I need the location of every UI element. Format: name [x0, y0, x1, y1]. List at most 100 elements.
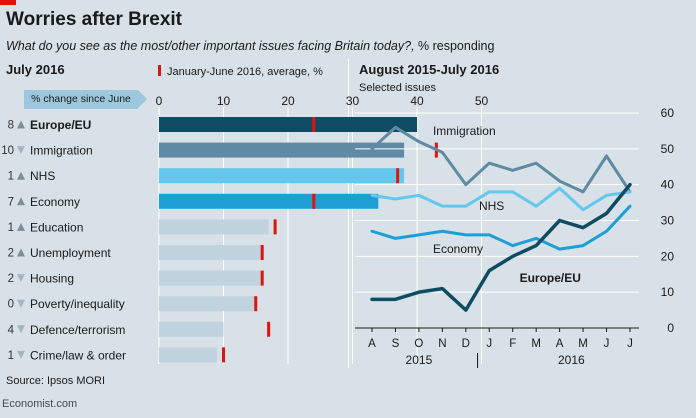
change-since-june-badge: % change since June [24, 90, 147, 109]
panel-divider [348, 59, 349, 368]
month-tick-label: N [438, 338, 446, 350]
bar-poverty-inequality [159, 296, 256, 312]
month-tick-label: M [578, 338, 588, 350]
change-value-nhs: 1 [8, 171, 14, 183]
change-value-economy: 7 [8, 196, 14, 208]
change-value-unemployment: 2 [8, 248, 14, 260]
triangle-up-icon-nhs [17, 171, 25, 180]
line-y-tick-label: 10 [661, 285, 675, 299]
chart-title: Worries after Brexit [6, 9, 182, 30]
triangle-up-icon-europe-eu [17, 120, 25, 129]
average-marker-education [273, 219, 277, 235]
change-value-crime-law-order: 1 [8, 350, 14, 362]
line-series-economy [370, 204, 632, 251]
month-tick-label: D [462, 338, 470, 350]
bar-defence-terrorism [159, 321, 224, 337]
category-label-crime-law-order: Crime/law & order [30, 348, 126, 362]
average-marker-housing [260, 270, 264, 286]
line-series-nhs [370, 186, 632, 212]
bar-x-tick-label: 40 [410, 94, 424, 108]
triangle-down-icon-crime-law-order [17, 350, 25, 359]
category-label-housing: Housing [30, 272, 74, 286]
series-label-nhs: NHS [479, 199, 504, 213]
average-marker-unemployment [260, 245, 264, 260]
bar-europe-eu [159, 117, 417, 132]
change-value-europe-eu: 8 [8, 120, 14, 132]
average-marker-economy [312, 193, 316, 209]
bar-panel-title: July 2016 [6, 62, 65, 77]
change-value-immigration: 10 [1, 145, 14, 157]
bar-housing [159, 270, 263, 286]
average-legend-label: January-June 2016, average, % [167, 66, 323, 78]
triangle-up-icon-unemployment [17, 248, 25, 257]
bar-economy [159, 193, 379, 209]
source-note: Source: Ipsos MORI [6, 375, 106, 387]
average-legend-marker [158, 65, 161, 76]
bar-x-tick-label: 30 [346, 94, 360, 108]
category-label-defence-terrorism: Defence/terrorism [30, 323, 125, 337]
line-y-tick-label: 0 [667, 321, 674, 335]
change-value-housing: 2 [8, 273, 14, 285]
year-label: 2015 [406, 353, 433, 367]
category-label-education: Education [30, 220, 83, 234]
brand-red-tab [0, 0, 16, 5]
triangle-down-icon-poverty-inequality [17, 299, 25, 308]
month-tick-label: M [531, 338, 541, 350]
average-legend: January-June 2016, average, % [158, 65, 323, 78]
year-label: 2016 [558, 353, 585, 367]
average-marker-europe-eu [312, 117, 316, 132]
change-value-defence-terrorism: 4 [8, 324, 15, 336]
month-tick-label: A [368, 338, 376, 350]
line-chart-svg: 0 10 20 30 40 50 60 A S O N D J F M A M J J 2015 2016 Immigra… [355, 106, 675, 368]
month-tick-label: A [556, 338, 564, 350]
subtitle-unit: % responding [414, 39, 495, 53]
average-marker-nhs [396, 168, 400, 184]
month-tick-label: J [604, 338, 610, 350]
change-value-poverty-inequality: 0 [8, 299, 14, 311]
series-label-economy: Economy [433, 242, 483, 256]
bar-crime-law-order [159, 347, 218, 363]
bar-nhs [159, 168, 405, 184]
line-y-tick-label: 40 [661, 178, 675, 192]
line-y-tick-label: 60 [661, 106, 675, 120]
category-label-economy: Economy [30, 195, 80, 209]
category-label-unemployment: Unemployment [30, 246, 111, 260]
line-chart-panel: August 2015-July 2016 Selected issues 0 1… [355, 59, 690, 368]
line-series-immigration [370, 125, 632, 194]
series-label-immigration: Immigration [433, 124, 496, 138]
triangle-down-icon-housing [17, 274, 25, 283]
month-tick-label: F [509, 338, 516, 350]
series-label-europe-eu: Europe/EU [520, 271, 581, 285]
average-marker-crime-law-order [222, 347, 225, 363]
average-marker-defence-terrorism [267, 321, 271, 337]
category-label-immigration: Immigration [30, 144, 93, 158]
month-tick-label: J [627, 338, 633, 350]
line-y-tick-label: 30 [661, 214, 675, 228]
triangle-down-icon-immigration [17, 146, 25, 155]
bar-unemployment [159, 245, 263, 260]
bar-x-tick-label: 0 [156, 94, 163, 108]
line-series-europe-eu [370, 182, 632, 312]
month-tick-label: O [414, 338, 423, 350]
line-y-tick-label: 50 [661, 142, 675, 156]
line-panel-title: August 2015-July 2016 [359, 62, 500, 77]
triangle-down-icon-defence-terrorism [17, 325, 25, 334]
bar-education [159, 219, 269, 235]
month-tick-label: S [392, 338, 400, 350]
month-tick-label: J [486, 338, 492, 350]
category-label-nhs: NHS [30, 169, 55, 183]
average-marker-poverty-inequality [254, 296, 258, 312]
chart-subtitle: What do you see as the most/other import… [6, 39, 494, 53]
publisher-credit: Economist.com [2, 398, 78, 410]
bar-x-tick-label: 50 [475, 94, 489, 108]
line-y-tick-label: 20 [661, 249, 675, 263]
bar-immigration [159, 142, 405, 158]
change-value-education: 1 [8, 222, 14, 234]
triangle-up-icon-education [17, 222, 25, 231]
category-label-poverty-inequality: Poverty/inequality [30, 297, 125, 311]
bar-x-tick-label: 20 [281, 94, 295, 108]
subtitle-question: What do you see as the most/other import… [6, 39, 415, 53]
bar-chart-panel: July 2016 January-June 2016, average, % … [1, 59, 488, 368]
bar-x-tick-label: 10 [217, 94, 231, 108]
